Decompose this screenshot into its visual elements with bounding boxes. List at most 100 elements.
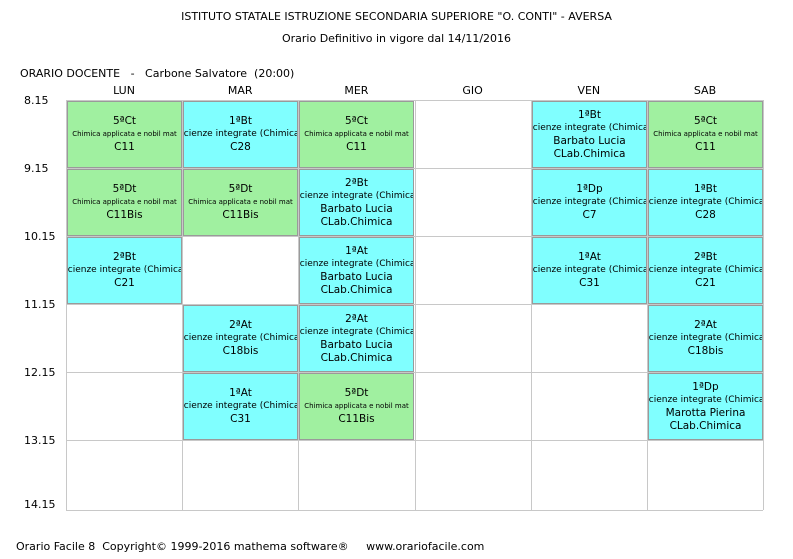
lesson-class: 2ªAt xyxy=(229,319,252,331)
lesson-cell[interactable]: 2ªBt Scienze integrate (Chimica) C21 xyxy=(648,237,763,304)
teacher-line: ORARIO DOCENTE - Carbone Salvatore (20:0… xyxy=(20,67,295,80)
lesson-subject: Chimica applicata e nobil mat xyxy=(72,198,177,206)
day-header-ven: VEN xyxy=(577,84,601,97)
lesson-cell[interactable]: 1ªAt Scienze integrate (Chimica) C31 xyxy=(183,373,298,440)
lesson-room: CLab.Chimica xyxy=(553,147,626,160)
grid-vline xyxy=(182,100,183,510)
grid-vline xyxy=(415,100,416,510)
grid-hline xyxy=(66,372,763,373)
lesson-class: 1ªBt xyxy=(578,108,601,121)
lesson-room: CLab.Chimica xyxy=(669,419,742,432)
lesson-room: CLab.Chimica xyxy=(320,215,393,228)
lesson-class: 1ªBt xyxy=(694,183,717,195)
grid-hline xyxy=(66,304,763,305)
grid-vline xyxy=(66,100,67,510)
grid-vline xyxy=(531,100,532,510)
lesson-subject: Scienze integrate (Chimica) xyxy=(532,197,647,207)
lesson-subject: Chimica applicata e nobil mat xyxy=(304,130,409,138)
lesson-cell[interactable]: 1ªBt Scienze integrate (Chimica) C28 xyxy=(183,101,298,168)
time-label: 14.15 xyxy=(24,498,56,511)
lesson-room: C11Bis xyxy=(222,209,259,221)
grid-hline xyxy=(66,236,763,237)
day-header-sab: SAB xyxy=(693,84,717,97)
lesson-cell[interactable]: 2ªAt Scienze integrate (Chimica) C18bis xyxy=(183,305,298,372)
lesson-class: 1ªBt xyxy=(229,115,252,127)
grid-vline xyxy=(763,100,764,510)
lesson-subject: Chimica applicata e nobil mat xyxy=(304,402,409,410)
grid-vline xyxy=(298,100,299,510)
grid-hline xyxy=(66,100,763,101)
lesson-class: 5ªDt xyxy=(112,183,137,195)
grid-hline xyxy=(66,168,763,169)
lesson-class: 5ªCt xyxy=(112,115,137,127)
lesson-cell[interactable]: 1ªBt Scienze integrate (Chimica) C28 xyxy=(648,169,763,236)
time-label: 13.15 xyxy=(24,434,56,447)
lesson-cell[interactable]: 5ªDt Chimica applicata e nobil mat C11Bis xyxy=(299,373,414,440)
lesson-cell[interactable]: 1ªDp Scienze integrate (Chimica) C7 xyxy=(532,169,647,236)
day-header-gio: GIO xyxy=(462,84,483,97)
lesson-cell[interactable]: 5ªDt Chimica applicata e nobil mat C11Bis xyxy=(183,169,298,236)
lesson-cell[interactable]: 1ªAt Scienze integrate (Chimica) C31 xyxy=(532,237,647,304)
day-header-lun: LUN xyxy=(113,84,135,97)
lesson-class: 2ªAt xyxy=(694,319,717,331)
lesson-teacher: Barbato Lucia xyxy=(320,202,393,215)
lesson-cell[interactable]: 5ªCt Chimica applicata e nobil mat C11 xyxy=(648,101,763,168)
lesson-class: 5ªCt xyxy=(344,115,369,127)
grid-vline xyxy=(647,100,648,510)
lesson-room: CLab.Chimica xyxy=(320,283,393,296)
lesson-room: C11 xyxy=(346,141,367,153)
lesson-subject: Chimica applicata e nobil mat xyxy=(653,130,758,138)
lesson-class: 1ªDp xyxy=(576,183,603,195)
lesson-room: C11 xyxy=(695,141,716,153)
lesson-cell[interactable]: 1ªDp Scienze integrate (Chimica) Marotta P… xyxy=(648,373,763,440)
lesson-subject: Scienze integrate (Chimica) xyxy=(648,197,763,207)
lesson-subject: Scienze integrate (Chimica) xyxy=(299,258,414,269)
lesson-subject: Scienze integrate (Chimica) xyxy=(183,333,298,343)
lesson-room: C7 xyxy=(582,209,597,221)
lesson-room: C11 xyxy=(114,141,135,153)
schedule-subtitle: Orario Definitivo in vigore dal 14/11/20… xyxy=(281,32,512,45)
footer-copyright: Orario Facile 8 Copyright© 1999-2016 mat… xyxy=(16,540,485,553)
lesson-room: C11Bis xyxy=(338,413,375,425)
lesson-class: 1ªDp xyxy=(692,380,719,393)
lesson-room: C31 xyxy=(579,277,600,289)
lesson-room: C11Bis xyxy=(106,209,143,221)
lesson-class: 1ªAt xyxy=(345,244,368,257)
lesson-subject: Scienze integrate (Chimica) xyxy=(183,401,298,411)
lesson-room: CLab.Chimica xyxy=(320,351,393,364)
lesson-cell[interactable]: 1ªAt Scienze integrate (Chimica) Barbato L… xyxy=(299,237,414,304)
lesson-class: 2ªBt xyxy=(694,251,717,263)
lesson-room: C28 xyxy=(230,141,251,153)
lesson-cell[interactable]: 2ªBt Scienze integrate (Chimica) C21 xyxy=(67,237,182,304)
lesson-room: C18bis xyxy=(687,345,724,357)
lesson-subject: Chimica applicata e nobil mat xyxy=(72,130,177,138)
school-title: ISTITUTO STATALE ISTRUZIONE SECONDARIA S… xyxy=(181,10,612,23)
lesson-room: C18bis xyxy=(222,345,259,357)
lesson-class: 2ªAt xyxy=(345,312,368,325)
time-label: 8.15 xyxy=(24,94,49,107)
lesson-cell[interactable]: 5ªCt Chimica applicata e nobil mat C11 xyxy=(67,101,182,168)
lesson-teacher: Barbato Lucia xyxy=(320,270,393,283)
lesson-subject: Scienze integrate (Chimica) xyxy=(648,333,763,343)
lesson-cell[interactable]: 1ªBt Scienze integrate (Chimica) Barbato L… xyxy=(532,101,647,168)
lesson-subject: Scienze integrate (Chimica) xyxy=(648,265,763,275)
lesson-subject: Chimica applicata e nobil mat xyxy=(188,198,293,206)
lesson-room: C28 xyxy=(695,209,716,221)
time-label: 12.15 xyxy=(24,366,56,379)
lesson-teacher: Marotta Pierina xyxy=(665,406,746,419)
grid-hline xyxy=(66,440,763,441)
lesson-subject: Scienze integrate (Chimica) xyxy=(532,265,647,275)
lesson-subject: Scienze integrate (Chimica) xyxy=(648,394,763,405)
lesson-class: 5ªDt xyxy=(228,183,253,195)
time-label: 11.15 xyxy=(24,298,56,311)
lesson-cell[interactable]: 5ªCt Chimica applicata e nobil mat C11 xyxy=(299,101,414,168)
lesson-class: 2ªBt xyxy=(345,176,368,189)
lesson-class: 2ªBt xyxy=(113,251,136,263)
lesson-cell[interactable]: 5ªDt Chimica applicata e nobil mat C11Bis xyxy=(67,169,182,236)
time-label: 10.15 xyxy=(24,230,56,243)
lesson-subject: Scienze integrate (Chimica) xyxy=(299,326,414,337)
lesson-cell[interactable]: 2ªAt Scienze integrate (Chimica) C18bis xyxy=(648,305,763,372)
lesson-class: 1ªAt xyxy=(229,387,252,399)
lesson-cell[interactable]: 2ªAt Scienze integrate (Chimica) Barbato L… xyxy=(299,305,414,372)
lesson-cell[interactable]: 2ªBt Scienze integrate (Chimica) Barbato L… xyxy=(299,169,414,236)
